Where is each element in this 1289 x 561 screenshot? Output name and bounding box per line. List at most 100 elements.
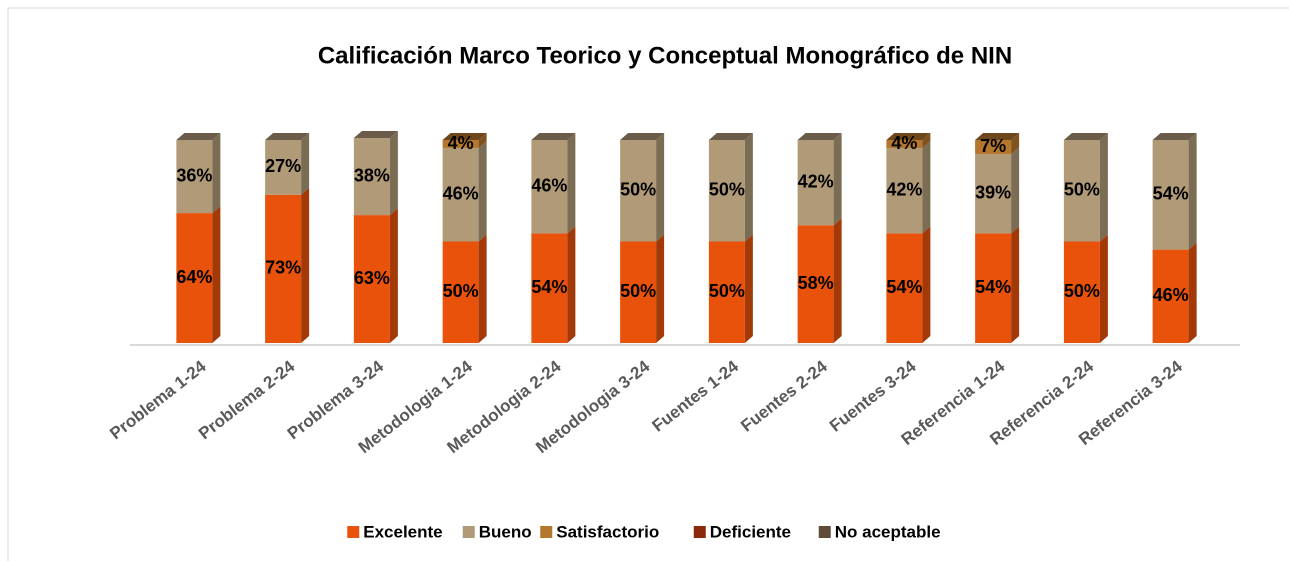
bar-side	[212, 206, 221, 343]
x-tick-label: Fuentes 3-24	[826, 356, 920, 435]
legend-swatch	[347, 526, 360, 538]
bar-segment	[797, 225, 834, 343]
bar-segment	[886, 148, 923, 234]
legend-swatch	[693, 526, 706, 538]
x-tick-label: Fuentes 1-24	[648, 356, 742, 435]
x-tick-label: Problema 1-24	[106, 356, 210, 443]
chart-title: Calificación Marco Teorico y Conceptual …	[318, 42, 1012, 69]
bar-side	[1011, 133, 1020, 155]
data-label: 64%	[176, 267, 212, 287]
bar-side	[389, 208, 398, 343]
legend-swatch	[540, 526, 553, 538]
bar-segment	[176, 140, 213, 214]
bar-segment	[353, 215, 390, 343]
bar-side	[1011, 226, 1020, 343]
bar-side	[301, 187, 310, 343]
data-label: 58%	[798, 273, 834, 293]
data-label: 50%	[443, 281, 479, 301]
data-label: 38%	[354, 165, 390, 185]
bar-segment	[176, 213, 213, 343]
data-label: 54%	[886, 277, 922, 297]
data-label: 42%	[886, 180, 922, 200]
data-label: 50%	[709, 180, 745, 200]
bar-side	[744, 234, 753, 343]
bar-side	[1099, 234, 1108, 343]
chart-border	[7, 7, 1289, 561]
data-label: 54%	[531, 277, 567, 297]
bar-top	[265, 133, 310, 140]
bar-top	[1063, 133, 1108, 140]
data-label: 50%	[620, 281, 656, 301]
data-label: 36%	[176, 165, 212, 185]
data-label: 46%	[1153, 285, 1189, 305]
bar-segment	[442, 148, 479, 242]
x-tick-label: Fuentes 2-24	[737, 356, 831, 435]
data-label: 4%	[448, 133, 474, 153]
bar-side	[656, 133, 665, 242]
bar-segment	[265, 194, 302, 343]
bar-top	[176, 133, 221, 140]
data-label: 7%	[980, 136, 1006, 156]
bar-segment	[620, 241, 657, 343]
bar-side	[389, 130, 398, 216]
data-label: 54%	[1153, 184, 1189, 204]
bar-side	[1188, 133, 1197, 250]
data-label: 50%	[1064, 281, 1100, 301]
bar-side	[1188, 242, 1197, 343]
bar-top	[531, 133, 576, 140]
bar-segment	[797, 140, 834, 226]
data-label: 73%	[265, 258, 301, 278]
bar-segment	[531, 233, 568, 343]
legend-swatch	[462, 526, 475, 538]
bar-side	[922, 133, 931, 149]
bar-top	[797, 133, 842, 140]
bar-side	[301, 133, 310, 195]
bar-top	[1152, 133, 1197, 140]
bar-side	[1011, 147, 1020, 234]
bar-segment	[620, 140, 657, 242]
bar-side	[922, 141, 931, 234]
data-label: 63%	[354, 268, 390, 288]
bar-top	[708, 133, 753, 140]
data-label: 50%	[1064, 180, 1100, 200]
bar-segment	[1152, 249, 1189, 343]
bar-side	[833, 218, 842, 343]
bar-side	[922, 226, 931, 343]
bar-segment	[975, 233, 1012, 343]
bar-side	[1099, 133, 1108, 242]
bar-segment	[442, 140, 479, 149]
bar-segment	[975, 140, 1012, 155]
legend-label: Bueno	[479, 522, 532, 541]
bar-segment	[1063, 241, 1100, 343]
bar-segment	[1063, 140, 1100, 242]
data-label: 27%	[265, 156, 301, 176]
bar-side	[567, 226, 576, 343]
data-label: 50%	[620, 180, 656, 200]
bar-segment	[442, 241, 479, 343]
bar-top	[975, 133, 1020, 140]
bar-side	[478, 141, 487, 242]
bar-side	[744, 133, 753, 242]
bar-top	[353, 130, 398, 138]
legend-label: Excelente	[363, 522, 442, 541]
bar-segment	[1152, 140, 1189, 250]
bar-side	[567, 133, 576, 234]
bar-segment	[886, 233, 923, 343]
legend-label: Deficiente	[710, 522, 791, 541]
x-tick-label: Problema 2-24	[195, 356, 299, 443]
legend-label: No aceptable	[835, 522, 941, 541]
data-label: 46%	[443, 184, 479, 204]
data-label: 39%	[975, 183, 1011, 203]
bar-segment	[531, 140, 568, 234]
bar-segment	[975, 154, 1012, 234]
bar-segment	[886, 140, 923, 149]
bar-top	[886, 133, 931, 140]
data-label: 46%	[531, 175, 567, 195]
legend-label: Satisfactorio	[556, 522, 659, 541]
bar-segment	[353, 137, 390, 216]
data-label: 4%	[891, 133, 917, 153]
data-label: 50%	[709, 281, 745, 301]
bar-side	[212, 133, 221, 214]
legend-swatch	[818, 526, 831, 538]
